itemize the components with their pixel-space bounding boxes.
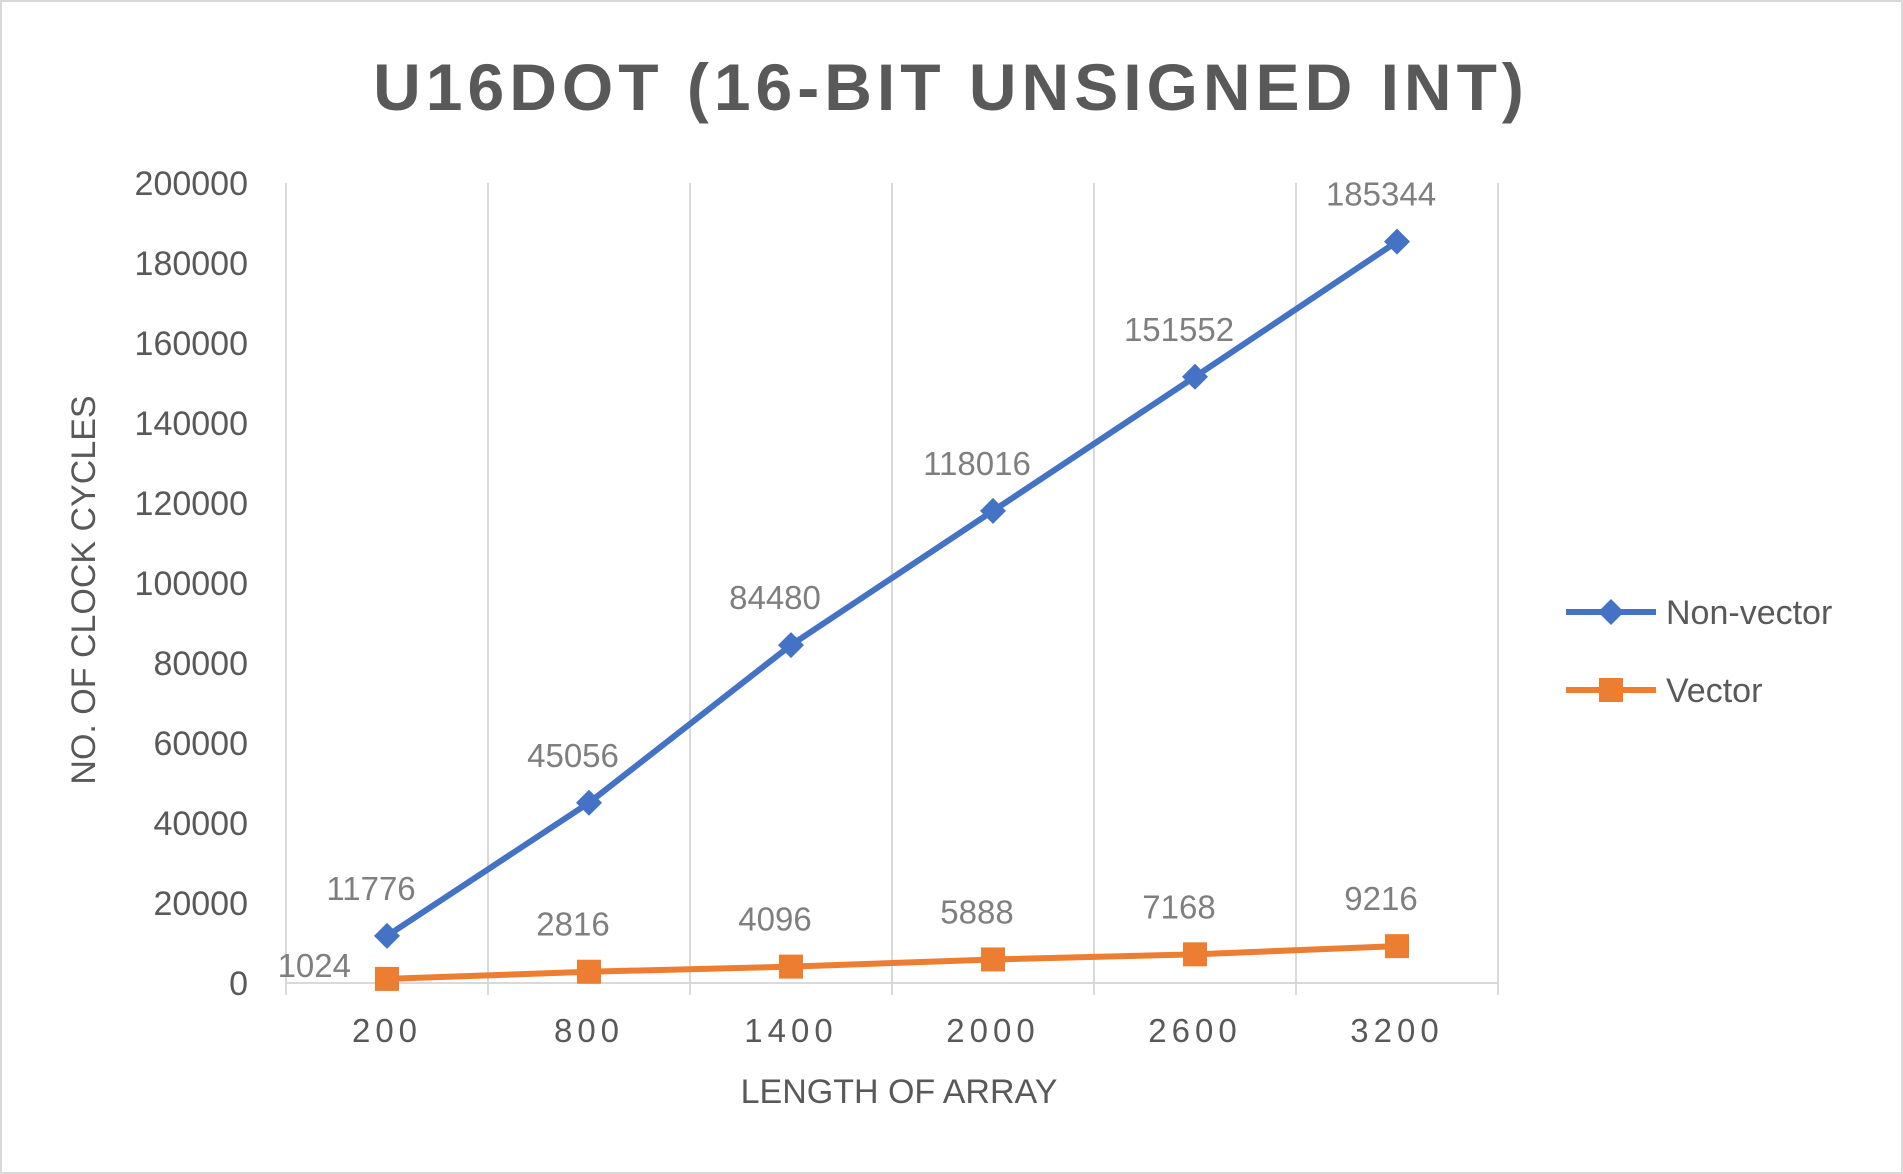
legend-label: Vector [1666, 672, 1762, 710]
data-point-marker [778, 632, 804, 659]
data-point-marker [980, 497, 1006, 524]
data-label: 9216 [1344, 880, 1417, 917]
data-label: 11776 [326, 870, 415, 907]
data-point-marker [375, 966, 399, 991]
y-tick-label: 140000 [135, 405, 248, 443]
data-point-marker [1183, 942, 1207, 967]
data-label: 84480 [729, 579, 821, 616]
legend-label: Non-vector [1666, 594, 1832, 632]
y-tick-label: 160000 [135, 325, 248, 363]
data-point-marker [576, 789, 602, 816]
data-label: 118016 [923, 445, 1031, 482]
y-tick-label: 20000 [153, 885, 248, 923]
gridlines [285, 183, 1499, 983]
data-point-marker [981, 947, 1005, 972]
legend-marker [1598, 599, 1624, 625]
y-tick-label: 0 [229, 965, 248, 1003]
data-label: 2816 [536, 906, 609, 943]
legend: Non-vector Vector [1566, 594, 1832, 710]
data-point-marker [1182, 363, 1208, 390]
data-series [374, 228, 1410, 991]
x-tick-label: 2600 [1148, 1012, 1241, 1049]
axes [285, 982, 1499, 995]
data-label: 7168 [1142, 888, 1215, 925]
data-point-marker [1384, 228, 1410, 255]
x-tick-label: 1400 [744, 1012, 837, 1049]
x-tick-label: 800 [554, 1012, 624, 1049]
data-point-marker [374, 922, 400, 949]
y-axis-tick-labels: 0 20000 40000 60000 80000 100000 120000 140000 1… [135, 165, 248, 1003]
y-tick-label: 180000 [135, 245, 248, 283]
y-axis-title: NO. OF CLOCK CYCLES [65, 395, 103, 784]
x-axis-title: LENGTH OF ARRAY [741, 1073, 1058, 1111]
data-label: 185344 [1326, 176, 1436, 213]
data-point-marker [779, 954, 803, 979]
data-label: 151552 [1124, 311, 1234, 348]
y-tick-label: 60000 [153, 725, 248, 763]
x-tick-label: 3200 [1350, 1012, 1443, 1049]
data-point-marker [577, 959, 601, 984]
y-tick-label: 40000 [153, 805, 248, 843]
x-axis-tick-labels: 200 800 1400 2000 2600 3200 [352, 1012, 1443, 1049]
data-labels: 11776 45056 84480 118016 151552 185344 1024 281… [278, 176, 1436, 984]
data-label: 5888 [940, 893, 1013, 930]
series-line-non-vector [385, 239, 1399, 939]
y-tick-label: 100000 [135, 565, 248, 603]
x-tick-label: 200 [352, 1012, 422, 1049]
y-tick-label: 120000 [135, 485, 248, 523]
chart-title: U16DOT (16-BIT UNSIGNED INT) [373, 50, 1529, 124]
data-label: 45056 [527, 737, 619, 774]
y-tick-label: 80000 [153, 645, 248, 683]
x-tick-label: 2000 [946, 1012, 1039, 1049]
data-label: 1024 [278, 947, 351, 984]
data-point-marker [1385, 934, 1409, 959]
series-line-vector [386, 943, 1398, 982]
legend-marker [1599, 678, 1623, 702]
data-label: 4096 [738, 901, 811, 938]
y-tick-label: 200000 [135, 165, 248, 203]
